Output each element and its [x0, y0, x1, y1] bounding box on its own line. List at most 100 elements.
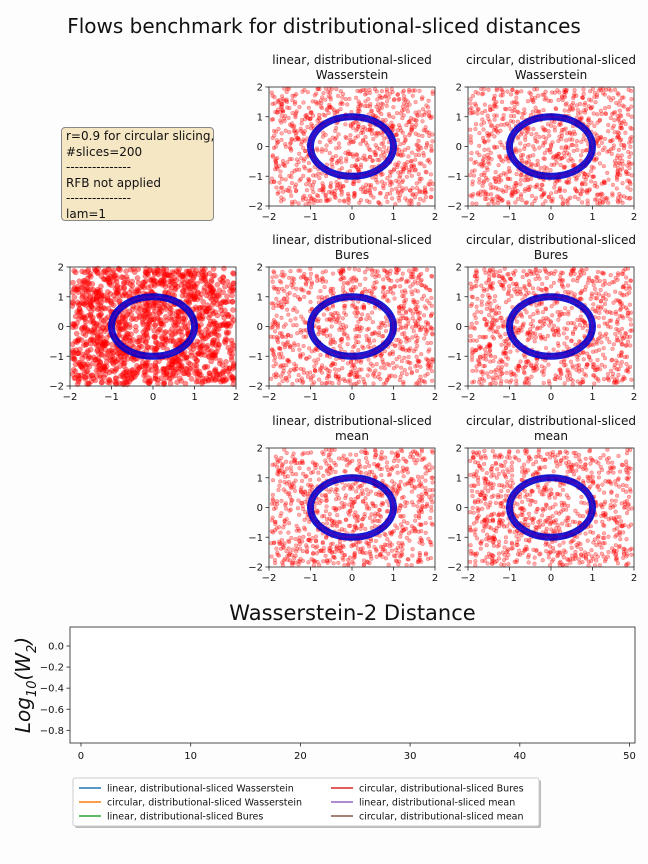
point — [286, 188, 291, 193]
point — [319, 370, 325, 375]
point — [346, 197, 351, 202]
point — [373, 269, 378, 274]
point — [318, 289, 323, 294]
point — [294, 167, 299, 172]
point — [561, 285, 566, 290]
point — [272, 270, 277, 275]
point — [533, 335, 538, 340]
point — [296, 342, 301, 347]
point — [214, 371, 221, 377]
point — [533, 105, 538, 110]
point — [619, 95, 625, 100]
point — [482, 288, 487, 293]
point — [210, 337, 216, 344]
point — [427, 301, 432, 306]
point — [409, 371, 414, 376]
point — [329, 324, 334, 329]
point — [357, 324, 362, 329]
point — [479, 310, 484, 315]
point — [402, 334, 408, 339]
point — [214, 301, 221, 307]
point — [179, 277, 186, 284]
y-tick-label: 1 — [257, 112, 263, 123]
point — [611, 123, 616, 128]
point — [474, 338, 479, 343]
point — [317, 325, 322, 330]
point — [79, 268, 85, 275]
point — [125, 311, 131, 318]
point — [469, 140, 474, 145]
point — [624, 292, 629, 297]
point — [348, 288, 354, 293]
point — [490, 281, 495, 286]
point — [391, 366, 396, 371]
point — [624, 280, 629, 285]
point — [539, 336, 544, 341]
point — [480, 183, 485, 188]
point — [426, 363, 431, 368]
point — [429, 369, 435, 374]
point — [211, 330, 217, 336]
point — [499, 178, 504, 183]
point — [608, 115, 613, 121]
point — [294, 378, 300, 383]
point — [552, 120, 557, 125]
point — [412, 299, 417, 304]
point — [309, 349, 314, 354]
point — [622, 104, 627, 109]
point — [574, 139, 580, 144]
point — [365, 373, 370, 378]
point — [487, 274, 492, 279]
point — [387, 91, 392, 96]
point — [210, 273, 216, 279]
point — [283, 177, 288, 182]
point — [500, 90, 505, 95]
point — [151, 282, 158, 289]
y-tick-label: 1 — [456, 112, 462, 123]
point — [279, 131, 284, 136]
point — [380, 102, 385, 107]
point — [403, 196, 408, 201]
point — [403, 163, 408, 168]
point — [544, 316, 549, 321]
point — [529, 202, 535, 207]
point — [568, 359, 573, 364]
point — [158, 375, 164, 382]
point — [421, 198, 426, 203]
point — [479, 283, 484, 288]
point — [225, 368, 231, 374]
point — [406, 318, 411, 323]
point — [309, 280, 314, 285]
point — [628, 187, 633, 192]
point — [222, 336, 229, 343]
point — [498, 86, 503, 91]
point — [469, 157, 474, 162]
point — [498, 269, 503, 274]
point — [328, 95, 333, 100]
point — [626, 149, 631, 155]
point — [326, 190, 331, 195]
point — [394, 337, 399, 343]
point — [312, 179, 317, 184]
point — [422, 164, 427, 169]
point — [492, 113, 497, 118]
point — [543, 346, 549, 351]
point — [605, 196, 610, 201]
point — [298, 126, 303, 131]
point — [591, 342, 596, 347]
point — [377, 147, 382, 152]
point — [485, 167, 490, 172]
point — [282, 118, 287, 124]
point — [299, 121, 304, 126]
point — [410, 311, 415, 316]
point — [592, 197, 597, 202]
point — [178, 365, 184, 372]
point — [230, 307, 236, 313]
point — [374, 362, 379, 367]
point — [428, 172, 433, 177]
point — [536, 286, 541, 291]
point — [576, 196, 581, 201]
point — [168, 278, 174, 285]
point — [307, 355, 312, 360]
point — [134, 275, 141, 281]
